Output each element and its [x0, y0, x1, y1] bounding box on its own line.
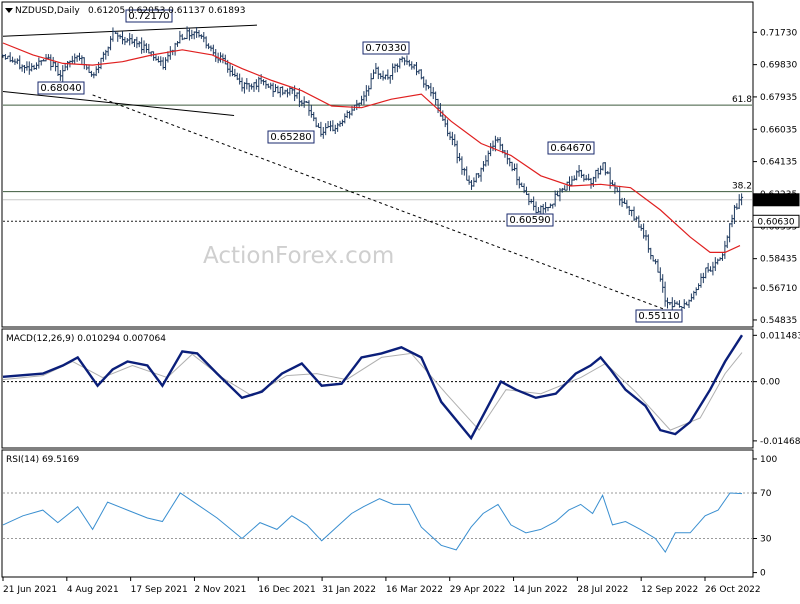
macd-tick-label: 0.011483 — [760, 331, 800, 341]
rsi-tick-label: 100 — [760, 455, 777, 465]
price-annotation: 0.72170 — [125, 9, 173, 23]
fib-level-label: 38.2 — [732, 182, 752, 192]
annotation-label: 0.68040 — [40, 83, 81, 94]
macd-title: MACD(12,26,9) 0.010294 0.007064 — [6, 334, 166, 344]
annotation-box — [125, 9, 173, 23]
current-price-tag-box — [752, 193, 800, 207]
annotation-label: 0.65280 — [270, 132, 311, 143]
support-price-tag-box — [752, 214, 800, 228]
macd-tick-label: 0.00 — [760, 378, 780, 388]
price-tick-label: 0.64135 — [760, 158, 797, 168]
current-price-tag: 0.61893 — [752, 193, 800, 207]
price-tick-label: 0.58435 — [760, 255, 797, 265]
date-tick-label: 16 Mar 2022 — [386, 585, 443, 595]
annotation-box — [267, 130, 315, 144]
price-tick-label: 0.56710 — [760, 284, 797, 294]
macd-line — [2, 334, 744, 441]
rsi-title: RSI(14) 69.5169 — [6, 455, 79, 465]
date-tick-label: 12 Sep 2022 — [641, 585, 698, 595]
price-annotation: 0.70330 — [362, 41, 410, 55]
date-tick-label: 17 Sep 2021 — [131, 585, 188, 595]
date-tick-label: 28 Jul 2022 — [577, 585, 628, 595]
macd-tick-label: -0.014684 — [760, 437, 800, 447]
annotation-box — [362, 41, 410, 55]
macd-signal-line — [2, 352, 743, 431]
support-price-tag: 0.60630 — [752, 214, 800, 228]
moving-average-line — [2, 42, 741, 253]
channel-trendline — [2, 24, 257, 37]
annotation-box — [635, 309, 683, 323]
ohlc-header: 0.61205 0.62053 0.61137 0.61893 — [88, 6, 245, 16]
annotation-box — [37, 81, 85, 95]
price-pane-frame — [1, 1, 754, 328]
price-annotation: 0.65280 — [267, 130, 315, 144]
symbol-dropdown-icon[interactable] — [5, 8, 13, 13]
price-tick-label: 0.69830 — [760, 61, 797, 71]
rsi-line — [2, 492, 743, 554]
annotation-label: 0.55110 — [638, 311, 679, 322]
dashed-trendline — [92, 94, 681, 316]
price-bar — [740, 193, 744, 206]
date-tick-label: 31 Jan 2022 — [322, 585, 376, 595]
macd-pane-frame — [1, 328, 754, 449]
fib-level-label: 61.8 — [732, 95, 752, 105]
annotation-label: 0.72170 — [128, 11, 169, 22]
annotation-label: 0.64670 — [550, 143, 591, 154]
candlestick-series — [1, 26, 744, 313]
rsi-pane-frame — [1, 449, 754, 578]
price-tick-label: 0.67935 — [760, 93, 797, 103]
annotation-label: 0.70330 — [365, 43, 406, 54]
price-annotation: 0.64670 — [547, 141, 595, 155]
date-tick-label: 26 Oct 2022 — [705, 585, 761, 595]
date-tick-label: 29 Apr 2022 — [450, 585, 506, 595]
price-tick-label: 0.66035 — [760, 125, 797, 135]
date-tick-label: 14 Jun 2022 — [514, 585, 568, 595]
channel-trendline — [2, 91, 235, 117]
current-price-tag-text: 0.61893 — [757, 196, 794, 206]
price-annotation: 0.68040 — [37, 81, 85, 95]
instrument-label: NZDUSD,Daily — [15, 6, 80, 16]
date-tick-label: 21 Jun 2021 — [3, 585, 57, 595]
price-annotation: 0.55110 — [635, 309, 683, 323]
date-tick-label: 16 Dec 2021 — [258, 585, 316, 595]
date-tick-label: 2 Nov 2021 — [194, 585, 246, 595]
price-tick-label: 0.54835 — [760, 316, 797, 326]
watermark-text: ActionForex.com — [203, 243, 394, 269]
price-tick-label: 0.71730 — [760, 28, 797, 38]
annotation-label: 0.60590 — [509, 215, 550, 226]
annotation-box — [547, 141, 595, 155]
rsi-tick-label: 70 — [760, 489, 772, 499]
price-annotation: 0.60590 — [506, 213, 554, 227]
date-tick-label: 4 Aug 2021 — [67, 585, 119, 595]
rsi-tick-label: 30 — [760, 535, 772, 545]
rsi-tick-label: 0 — [760, 569, 766, 579]
annotation-box — [506, 213, 554, 227]
support-price-tag-text: 0.60630 — [757, 217, 794, 227]
